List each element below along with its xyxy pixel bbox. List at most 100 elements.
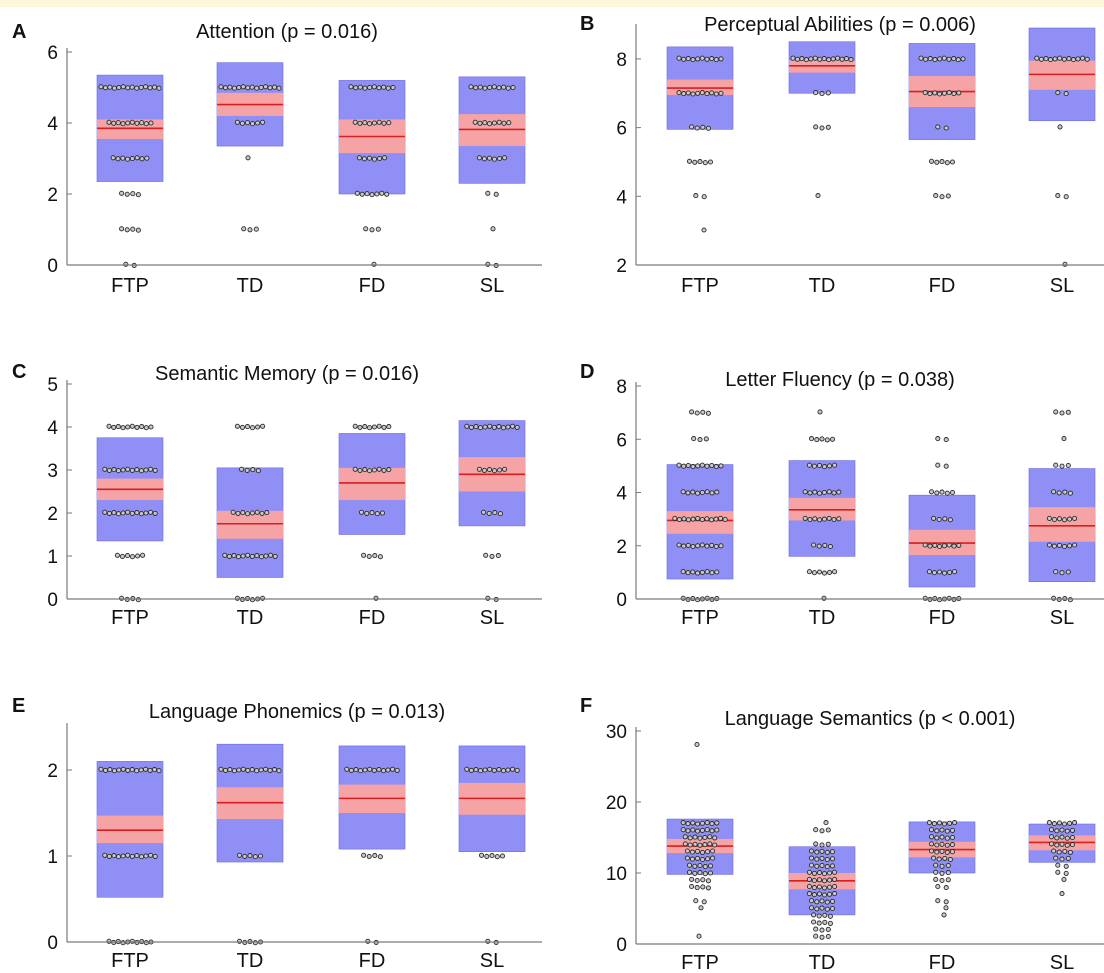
data-point-f-ftp: [697, 842, 703, 848]
data-point-e-ftp: [143, 853, 149, 859]
y-tick-label-f: 20: [606, 793, 627, 814]
data-point-f-sl: [1064, 835, 1070, 841]
data-point-f-sl: [1048, 841, 1055, 847]
data-point-f-ftp: [714, 820, 720, 826]
data-point-c-fd: [376, 423, 382, 429]
data-point-f-td: [829, 905, 836, 912]
data-point-c-sl: [486, 510, 492, 516]
data-point-f-td: [819, 862, 825, 869]
data-point-d-sl: [1051, 543, 1057, 549]
data-point-a-fd: [348, 84, 354, 90]
data-point-c-sl: [473, 424, 479, 430]
data-point-c-ftp: [148, 466, 154, 472]
data-point-d-ftp: [681, 543, 687, 549]
data-point-b-sl: [1057, 55, 1063, 61]
data-point-f-fd: [944, 849, 950, 855]
data-point-a-td: [236, 84, 242, 91]
data-point-b-fd: [945, 193, 951, 199]
data-point-b-td: [835, 55, 841, 61]
data-point-c-ftp: [138, 468, 145, 474]
data-point-b-fd: [937, 91, 943, 97]
data-point-c-sl: [497, 511, 503, 517]
data-point-c-fd: [357, 467, 363, 473]
data-point-b-fd: [928, 158, 935, 164]
data-point-f-ftp: [699, 820, 705, 826]
data-point-e-fd: [380, 768, 387, 774]
data-point-d-ftp: [714, 489, 720, 495]
data-point-d-sl: [1065, 462, 1071, 469]
data-point-a-sl: [496, 85, 502, 91]
data-point-f-ftp: [707, 870, 714, 876]
data-point-d-fd: [935, 462, 941, 468]
data-point-d-fd: [932, 542, 938, 548]
sem-box-d-ftp: [667, 511, 733, 534]
data-point-f-td: [827, 920, 833, 926]
data-point-a-fd: [354, 190, 360, 196]
data-point-a-sl: [490, 226, 496, 232]
data-point-b-ftp: [681, 56, 687, 62]
data-point-a-sl: [473, 85, 479, 91]
data-point-f-td: [819, 855, 825, 861]
data-point-d-td: [836, 489, 842, 495]
data-point-c-ftp: [111, 467, 117, 473]
data-point-a-sl: [505, 85, 511, 91]
data-point-f-sl: [1069, 842, 1076, 848]
data-point-f-fd: [939, 848, 945, 854]
data-point-f-td: [832, 869, 838, 875]
data-point-c-td: [255, 424, 261, 430]
data-point-f-ftp: [705, 849, 711, 855]
y-tick-label-b: 4: [616, 187, 627, 208]
data-point-d-ftp: [722, 516, 728, 523]
y-tick-label-e: 2: [47, 761, 58, 782]
data-point-f-sl: [1067, 849, 1073, 855]
data-point-a-sl: [481, 156, 487, 162]
data-point-d-ftp: [695, 463, 701, 469]
data-point-a-td: [258, 84, 264, 91]
data-point-b-sl: [1055, 193, 1061, 199]
data-point-c-td: [245, 552, 251, 558]
data-point-b-fd: [927, 56, 933, 62]
data-point-f-fd: [933, 876, 939, 882]
data-point-b-fd: [946, 56, 952, 62]
data-point-e-ftp: [138, 854, 145, 860]
data-point-d-td: [817, 490, 823, 496]
data-point-e-td: [247, 853, 253, 859]
data-point-f-ftp: [707, 834, 713, 840]
data-point-c-td: [235, 510, 241, 516]
data-point-c-td: [234, 595, 240, 601]
data-point-a-ftp: [151, 84, 158, 90]
data-point-b-ftp: [697, 159, 703, 165]
y-tick-label-e: 1: [47, 847, 58, 868]
data-point-c-ftp: [106, 510, 112, 516]
data-point-d-ftp: [718, 543, 724, 549]
data-point-d-ftp: [680, 595, 686, 601]
data-point-f-td: [827, 870, 833, 876]
data-point-b-sl: [1052, 56, 1058, 62]
x-tick-label-f-fd: FD: [929, 952, 956, 973]
data-point-f-td: [813, 827, 819, 833]
data-point-f-td: [819, 898, 825, 904]
data-point-c-fd: [371, 424, 377, 430]
data-point-e-ftp: [143, 940, 149, 946]
data-point-f-td: [829, 849, 836, 855]
data-point-f-ftp: [685, 828, 691, 834]
data-point-d-sl: [1056, 490, 1062, 496]
chart-title-c: Semantic Memory (p = 0.016): [155, 363, 419, 385]
data-point-a-td: [247, 227, 253, 233]
data-point-d-sl: [1067, 597, 1073, 603]
data-point-d-td: [822, 542, 828, 548]
data-point-d-fd: [922, 542, 928, 548]
data-point-a-td: [271, 84, 278, 90]
data-point-a-sl: [476, 155, 482, 161]
data-point-c-td: [260, 595, 266, 601]
data-point-f-td: [819, 848, 825, 854]
data-point-c-fd: [381, 467, 387, 473]
data-point-a-ftp: [106, 119, 112, 125]
data-point-d-ftp: [676, 516, 682, 523]
data-point-c-ftp: [115, 424, 121, 430]
data-point-d-ftp: [681, 463, 687, 469]
data-point-c-fd: [358, 509, 365, 515]
data-point-e-td: [245, 767, 251, 773]
data-point-e-fd: [348, 767, 354, 773]
data-point-b-fd: [935, 124, 941, 130]
